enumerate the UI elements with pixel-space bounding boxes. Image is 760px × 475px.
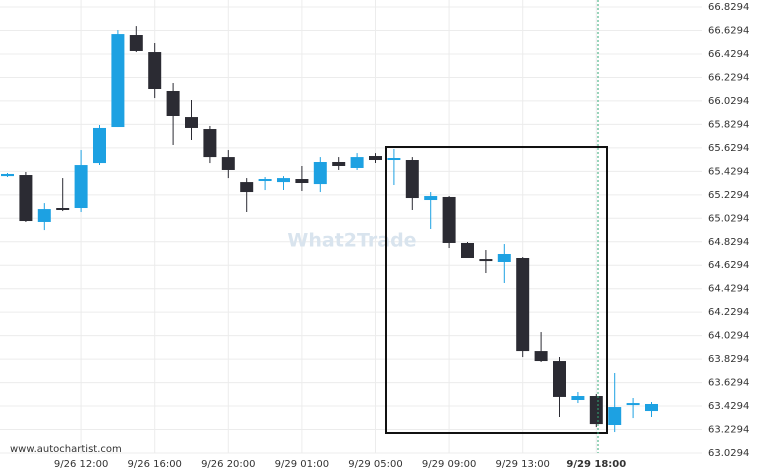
candle-body <box>442 196 456 243</box>
candle-body <box>479 259 493 262</box>
candle-body <box>387 158 401 161</box>
y-tick-label: 65.8294 <box>708 119 749 130</box>
x-tick-label: 9/29 09:00 <box>422 459 476 470</box>
x-tick-label: 9/26 16:00 <box>127 459 181 470</box>
candle-body <box>424 196 438 201</box>
candle-body <box>553 361 566 397</box>
y-tick-label: 64.6294 <box>708 260 749 271</box>
candle-body <box>295 179 309 184</box>
candle-body <box>240 182 254 193</box>
y-tick-label: 66.8294 <box>708 2 749 13</box>
candle-body <box>626 403 640 406</box>
y-tick-label: 66.6294 <box>708 26 749 37</box>
y-tick-label: 66.2294 <box>708 72 749 83</box>
y-tick-label: 63.0294 <box>708 448 749 459</box>
y-tick-label: 64.0294 <box>708 331 749 342</box>
y-tick-label: 64.4294 <box>708 284 749 295</box>
candle-body <box>332 162 346 166</box>
x-tick-label: 9/29 13:00 <box>495 459 549 470</box>
candle-body <box>350 157 364 168</box>
candle-body <box>203 129 217 158</box>
y-tick-label: 65.4294 <box>708 166 749 177</box>
candle-body <box>93 127 106 164</box>
candle-body <box>111 34 125 128</box>
y-tick-label: 65.2294 <box>708 190 749 201</box>
x-tick-label: 9/29 05:00 <box>348 459 402 470</box>
candle-body <box>221 157 235 170</box>
candle-body <box>497 254 511 262</box>
x-tick-label: 9/26 20:00 <box>201 459 255 470</box>
candle-body <box>0 173 14 177</box>
candle-body <box>516 257 530 352</box>
pattern-box <box>385 146 608 434</box>
candle-body <box>56 208 70 211</box>
x-tick-label: 9/29 01:00 <box>275 459 329 470</box>
candle-body <box>148 52 162 90</box>
candle-body <box>19 175 33 222</box>
candle-body <box>313 162 327 185</box>
y-tick-label: 63.8294 <box>708 354 749 365</box>
candle-body <box>185 117 198 128</box>
candle-body <box>129 35 143 51</box>
candle-body <box>608 407 622 425</box>
source: www.autochartist.com <box>10 444 122 455</box>
candle-body <box>534 351 548 362</box>
y-tick-label: 65.6294 <box>708 143 749 154</box>
candle-body <box>74 165 88 209</box>
y-tick-label: 63.4294 <box>708 401 749 412</box>
watermark: What2Trade <box>287 230 416 252</box>
candles <box>0 26 658 433</box>
candle-body <box>589 396 603 425</box>
y-tick-label: 64.8294 <box>708 237 749 248</box>
candle-body <box>277 178 290 183</box>
x-tick-label: 9/26 12:00 <box>54 459 108 470</box>
y-tick-label: 65.0294 <box>708 213 749 224</box>
candle-body <box>405 160 419 199</box>
candle-body <box>166 90 180 116</box>
candle-body <box>369 156 382 161</box>
candle-body <box>461 242 474 258</box>
y-tick-label: 66.0294 <box>708 96 749 107</box>
grid <box>0 0 702 454</box>
x-tick-label: 9/29 18:00 <box>566 459 626 470</box>
candle-body <box>37 209 51 222</box>
candle-body <box>645 403 658 412</box>
candle-body <box>258 179 272 182</box>
y-tick-label: 64.2294 <box>708 307 749 318</box>
y-tick-label: 66.4294 <box>708 49 749 60</box>
y-tick-label: 63.2294 <box>708 425 749 436</box>
y-tick-label: 63.6294 <box>708 378 749 389</box>
candle-body <box>571 396 585 401</box>
